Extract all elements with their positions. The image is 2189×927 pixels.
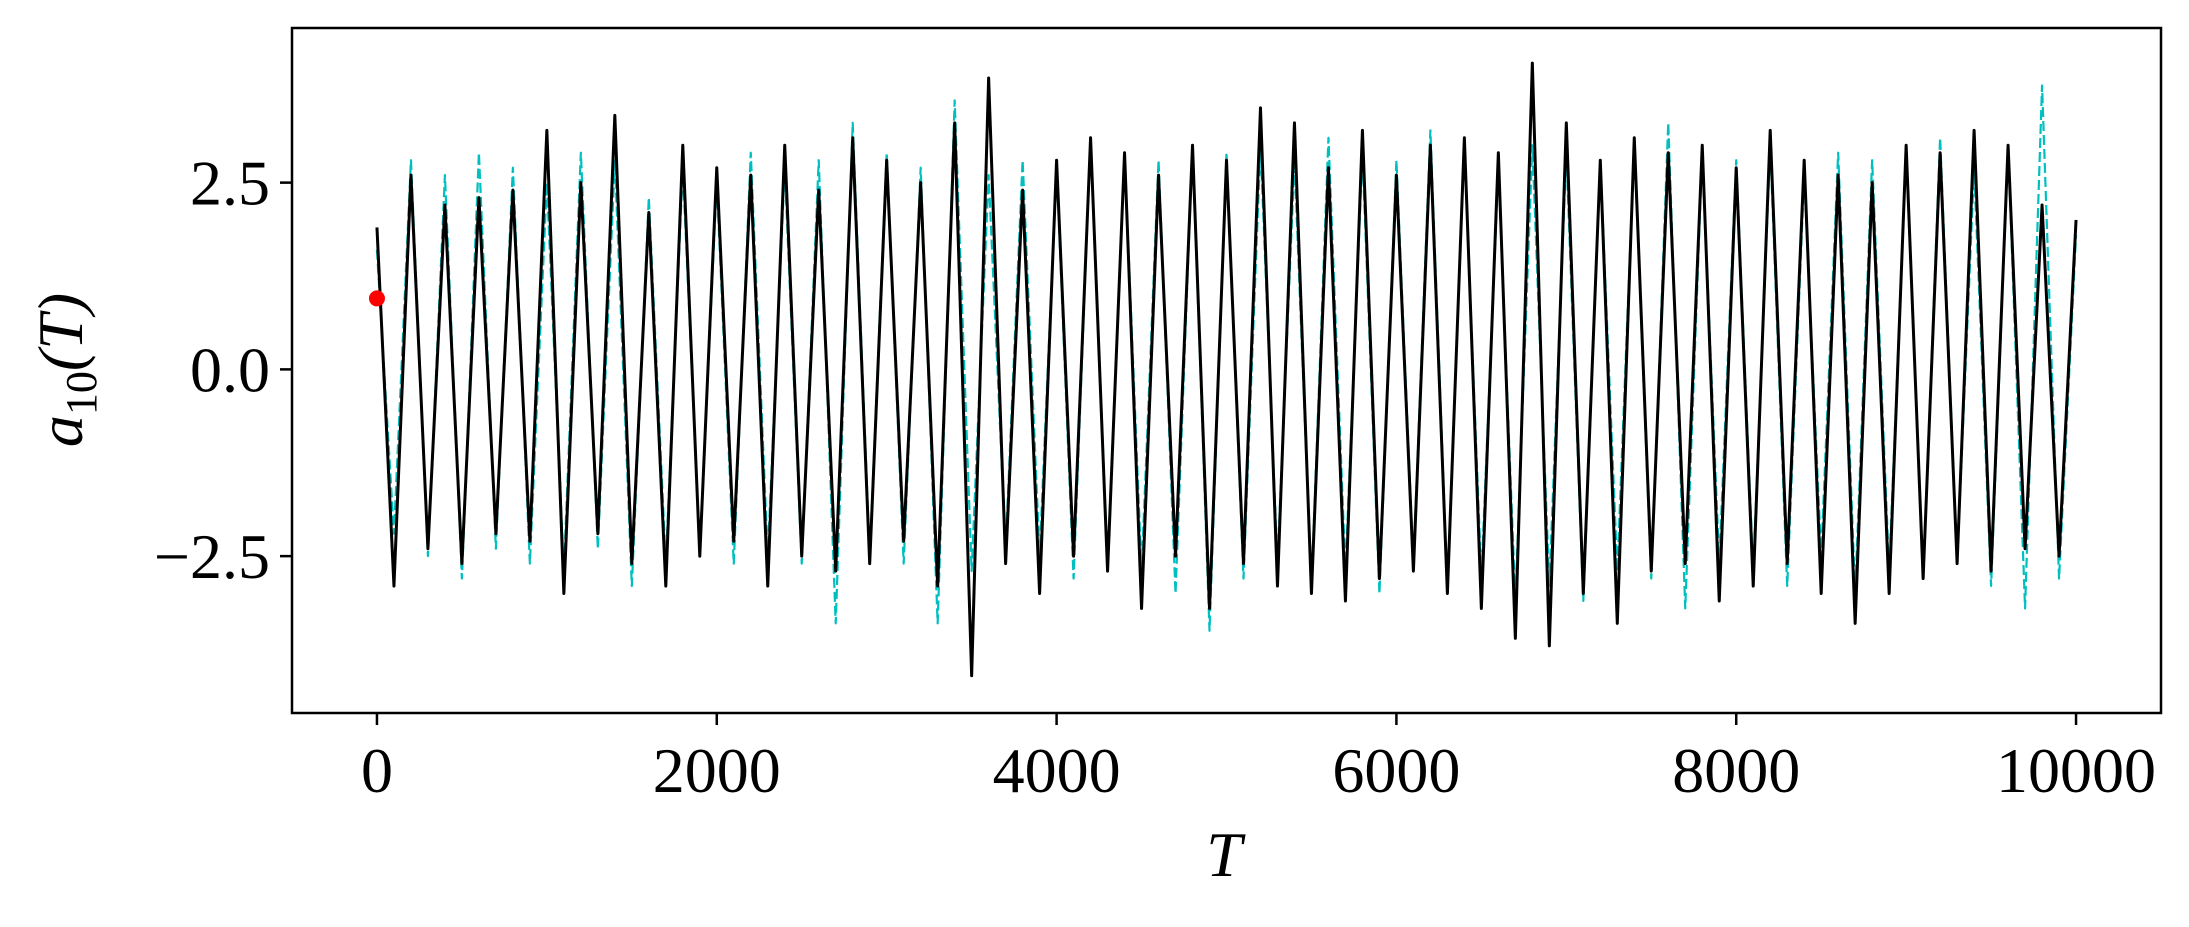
start-marker — [368, 290, 385, 307]
y-tick-label: 0.0 — [190, 334, 270, 405]
y-label-base: a — [25, 415, 96, 447]
y-tick-label: 2.5 — [190, 148, 270, 219]
y-axis-label: a10(T) — [25, 293, 106, 447]
x-tick-label: 2000 — [653, 735, 781, 806]
x-tick-label: 6000 — [1332, 735, 1460, 806]
x-tick-label: 0 — [361, 735, 393, 806]
line-series — [375, 61, 2078, 678]
x-tick-label: 10000 — [1996, 735, 2156, 806]
y-label-rest: (T) — [25, 293, 96, 371]
y-tick-label: −2.5 — [154, 521, 270, 592]
x-tick-label: 4000 — [993, 735, 1121, 806]
y-label-sub: 10 — [57, 371, 106, 415]
x-tick-label: 8000 — [1672, 735, 1800, 806]
x-axis-label: T — [1206, 819, 1246, 890]
